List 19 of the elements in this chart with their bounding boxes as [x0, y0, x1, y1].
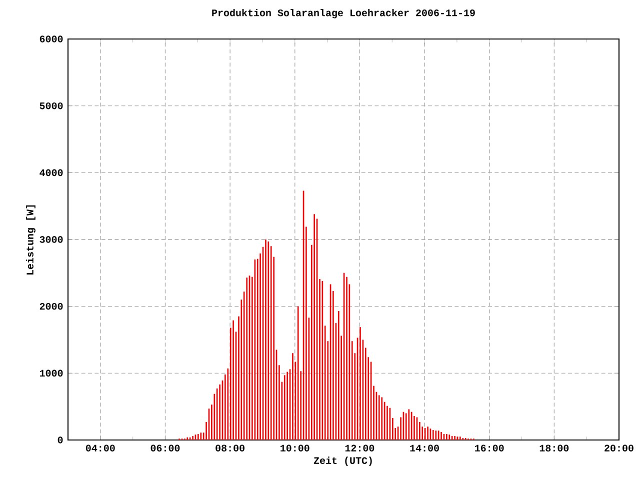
x-tick-label: 14:00	[410, 444, 439, 452]
x-tick-label: 12:00	[345, 444, 374, 452]
chart-title: Produktion Solaranlage Loehracker 2006-11-19	[212, 8, 475, 18]
y-axis-title: Leistung [W]	[26, 205, 36, 274]
x-tick-label: 04:00	[86, 444, 115, 452]
y-tick-label: 0	[58, 436, 63, 444]
y-tick-label: 3000	[40, 236, 63, 243]
y-tick-label: 1000	[40, 370, 63, 377]
y-tick-label: 4000	[40, 169, 63, 176]
y-tick-label: 6000	[40, 36, 63, 42]
y-tick-label: 5000	[40, 102, 63, 110]
x-tick-label: 16:00	[475, 444, 504, 452]
x-tick-label: 20:00	[604, 444, 634, 452]
x-tick-label: 10:00	[280, 444, 310, 452]
x-tick-label: 18:00	[540, 444, 569, 452]
x-tick-label: 06:00	[150, 444, 180, 452]
x-tick-label: 08:00	[216, 444, 244, 452]
x-axis-title: Zeit (UTC)	[314, 456, 372, 466]
y-tick-label: 2000	[40, 302, 63, 310]
